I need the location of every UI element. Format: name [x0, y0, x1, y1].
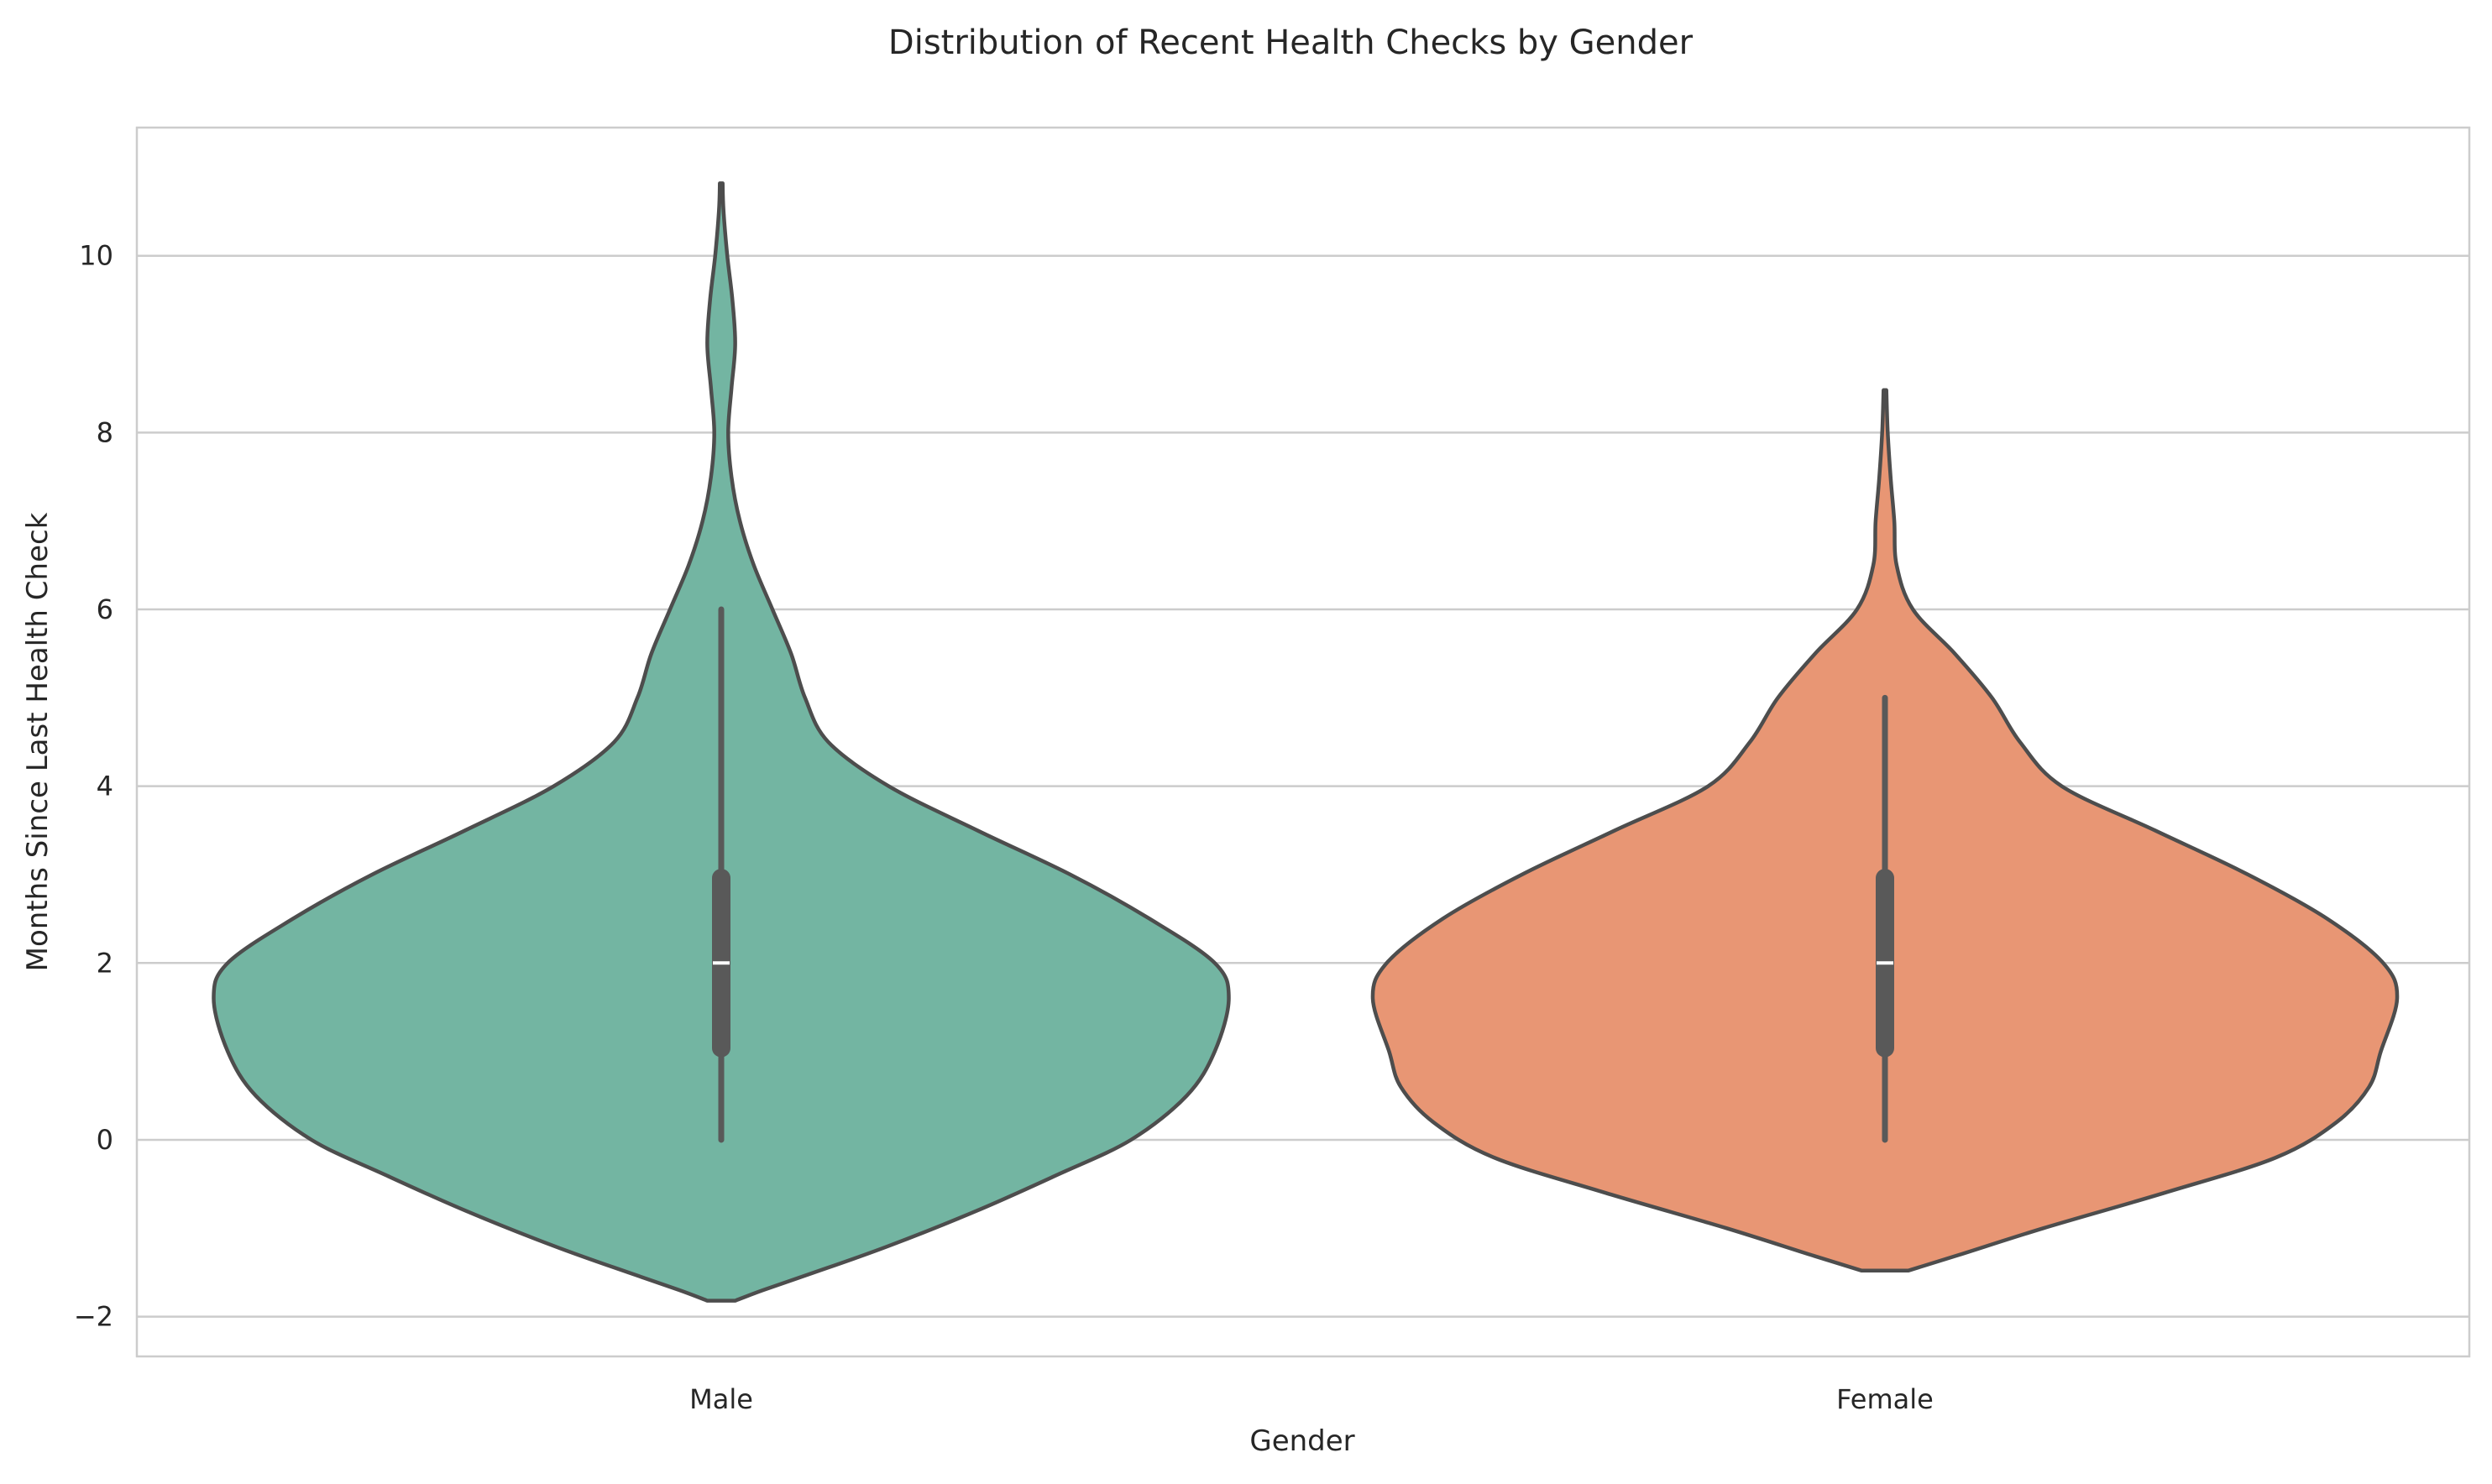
- inner-boxes: [712, 606, 1894, 1143]
- y-tick-label: 4: [97, 771, 113, 802]
- chart-title: Distribution of Recent Health Checks by …: [888, 24, 1694, 62]
- violins: [212, 181, 2400, 1303]
- x-tick-label: Female: [1836, 1383, 1934, 1415]
- x-tick-labels: Male Female: [689, 1383, 1934, 1415]
- x-axis-label: Gender: [1249, 1424, 1354, 1458]
- y-tick-label: 10: [79, 240, 113, 272]
- y-axis-label: Months Since Last Health Check: [21, 512, 55, 971]
- y-tick-label: −2: [74, 1301, 113, 1333]
- x-tick-label: Male: [689, 1383, 753, 1415]
- y-tick-label: 6: [97, 593, 113, 625]
- y-tick-label: 2: [97, 947, 113, 979]
- plot-frame: [135, 126, 2471, 1358]
- y-tick-labels: −2 0 2 4 6 8 10: [74, 240, 113, 1333]
- y-tick-label: 8: [97, 416, 113, 448]
- y-tick-label: 0: [97, 1124, 113, 1156]
